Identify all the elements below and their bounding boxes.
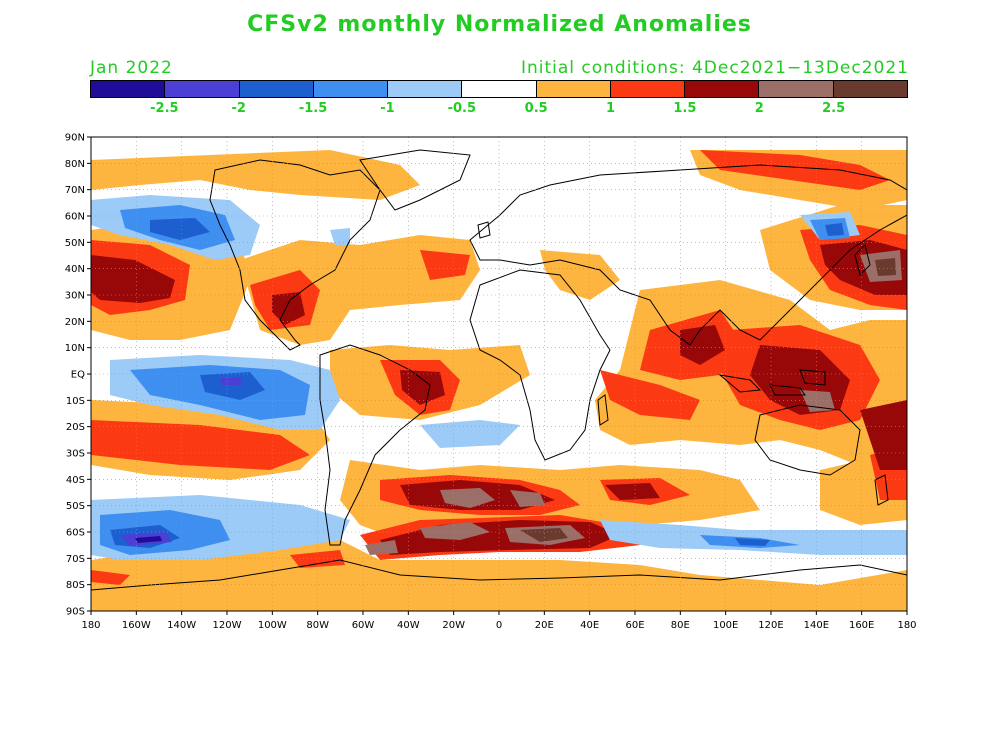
longitude-label: 100W (258, 620, 287, 631)
colorbar-tick-label: 1.5 (673, 101, 697, 116)
forecast-month: Jan 2022 (90, 58, 173, 78)
latitude-label: 90S (66, 607, 85, 618)
colorbar-swatch (536, 81, 611, 97)
anomaly-field (91, 137, 907, 611)
colorbar-tick-label: -2 (231, 101, 246, 116)
coastlines (91, 149, 907, 591)
longitude-label: 20E (535, 620, 554, 631)
colorbar-tick-label: -1 (380, 101, 395, 116)
initial-conditions: Initial conditions: 4Dec2021−13Dec2021 (520, 58, 909, 78)
colorbar-swatch (610, 81, 686, 97)
latitude-label: 80S (66, 580, 85, 591)
latitude-label: 10S (66, 396, 85, 407)
colorbar-tick-label: 1 (606, 101, 616, 116)
latitude-label: EQ (71, 370, 85, 381)
longitude-label: 0 (496, 620, 502, 631)
colorbar-swatch (462, 81, 537, 97)
colorbar-tick-label: 0.5 (524, 101, 548, 116)
longitude-label: 80E (671, 620, 690, 631)
longitude-label: 80W (306, 620, 329, 631)
latitude-label: 20N (65, 317, 85, 328)
anomaly-above-2.5 (520, 258, 896, 542)
latitude-label: 50S (66, 501, 85, 512)
latitude-label: 30S (66, 449, 85, 460)
colorbar (90, 80, 908, 98)
latitude-labels: 90N 80N 70N 60N 50N 40N 30N 20N 10N EQ 10S 20S 30S 40… (65, 133, 85, 618)
longitude-label: 20W (442, 620, 465, 631)
longitude-label: 120E (758, 620, 783, 631)
colorbar-swatch (91, 81, 166, 97)
colorbar-swatch (833, 81, 907, 97)
longitude-label: 100E (713, 620, 738, 631)
longitude-label: 60W (352, 620, 375, 631)
longitude-label: 140W (167, 620, 196, 631)
latitude-label: 40S (66, 475, 85, 486)
colorbar-swatch (685, 81, 760, 97)
latitude-label: 50N (65, 238, 85, 249)
gridlines (91, 137, 907, 611)
longitude-label: 120W (213, 620, 242, 631)
colorbar-swatch (388, 81, 463, 97)
map-title: CFSv2 monthly Normalized Anomalies (247, 12, 752, 37)
latitude-label: 70S (66, 554, 85, 565)
longitude-label: 40E (580, 620, 599, 631)
anomaly-below-2.5 (135, 536, 162, 543)
colorbar-swatch (239, 81, 314, 97)
longitude-label: 40W (397, 620, 420, 631)
longitude-labels: 180 160W 140W 120W 100W 80W 60W 40W 20W 0 20E 40E 60… (81, 620, 916, 631)
latitude-label: 90N (65, 133, 85, 144)
longitude-label: 160E (849, 620, 874, 631)
colorbar-tick-label: -1.5 (298, 101, 328, 116)
longitude-label: 60E (625, 620, 644, 631)
longitude-label: 140E (804, 620, 829, 631)
longitude-label: 180 (897, 620, 916, 631)
colorbar-swatch (313, 81, 389, 97)
latitude-label: 60N (65, 212, 85, 223)
latitude-label: 30N (65, 291, 85, 302)
colorbar-tick-label: -2.5 (150, 101, 179, 116)
anomaly-minus-1.5-2 (110, 218, 844, 548)
colorbar-tick-label: 2 (754, 101, 764, 116)
axis-ticks (87, 136, 908, 615)
latitude-label: 60S (66, 528, 85, 539)
latitude-label: 70N (65, 185, 85, 196)
colorbar-swatch (165, 81, 240, 97)
latitude-label: 80N (65, 159, 85, 170)
latitude-label: 40N (65, 264, 85, 275)
longitude-label: 180 (81, 620, 100, 631)
latitude-label: 10N (65, 343, 85, 354)
colorbar-swatch (759, 81, 834, 97)
colorbar-tick-label: 2.5 (822, 101, 846, 116)
longitude-label: 160W (122, 620, 151, 631)
latitude-label: 20S (66, 422, 85, 433)
colorbar-tick-label: -0.5 (447, 101, 477, 116)
